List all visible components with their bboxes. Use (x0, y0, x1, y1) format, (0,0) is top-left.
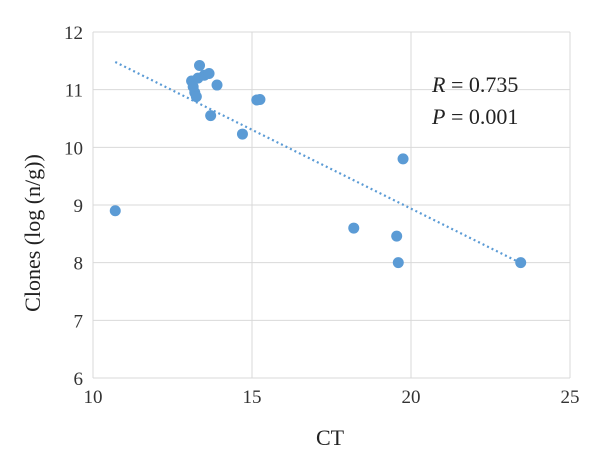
r-variable: R (431, 72, 446, 97)
data-point (515, 257, 527, 269)
data-point (348, 222, 360, 234)
data-point (203, 68, 215, 80)
x-tick-label: 10 (84, 387, 103, 408)
x-tick-label: 25 (561, 387, 580, 408)
x-tick-label: 15 (243, 387, 262, 408)
data-point (392, 257, 404, 269)
trendline (114, 61, 523, 265)
y-tick-label: 11 (65, 81, 83, 102)
trendline-group (114, 61, 523, 265)
data-point (236, 128, 248, 140)
p-variable: P (431, 104, 445, 129)
y-tick-label: 7 (74, 311, 84, 332)
x-tick-label: 20 (402, 387, 421, 408)
data-point (391, 230, 403, 242)
tick-labels: 6 7 8 9 10 11 12 10 15 20 25 (64, 23, 580, 408)
y-axis-title: Clones (log (n/g)) (20, 154, 45, 312)
y-tick-label: 12 (64, 23, 83, 44)
data-point (254, 93, 266, 105)
data-points (109, 59, 527, 269)
r-value-annotation: R = 0.735 (431, 72, 518, 97)
p-value-annotation: P = 0.001 (431, 104, 518, 129)
data-point (211, 79, 223, 91)
data-point (190, 91, 202, 103)
data-point (397, 153, 409, 165)
p-value: = 0.001 (445, 104, 518, 129)
r-value: = 0.735 (445, 72, 518, 97)
y-tick-label: 8 (74, 254, 84, 275)
y-tick-label: 6 (74, 369, 84, 390)
y-tick-label: 9 (74, 196, 84, 217)
x-axis-title: CT (316, 425, 345, 450)
grid-lines (92, 31, 571, 379)
data-point (194, 59, 206, 71)
data-point (109, 205, 121, 217)
data-point (205, 110, 217, 122)
y-tick-label: 10 (64, 138, 83, 159)
